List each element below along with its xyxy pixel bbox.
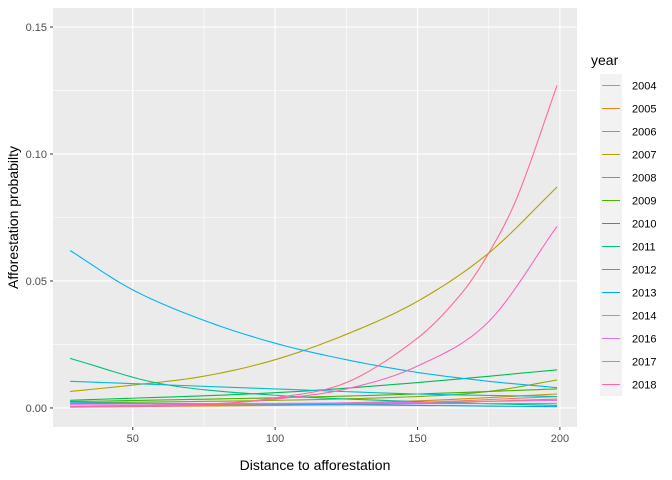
grid-minor	[53, 8, 577, 427]
y-axis: 0.00 0.05 0.10 0.15	[26, 22, 53, 415]
x-tick-label: 50	[127, 433, 139, 445]
legend-label: 2008	[632, 173, 656, 185]
legend-item-2018: 2018	[600, 373, 656, 396]
legend-item-2016: 2016	[600, 327, 656, 350]
series-line-2008	[70, 379, 558, 404]
series-line-2010	[70, 369, 558, 401]
legend-label: 2017	[632, 357, 656, 369]
legend-item-2008: 2008	[600, 166, 656, 189]
x-axis-title: Distance to afforestation	[240, 457, 391, 473]
legend-item-2017: 2017	[600, 350, 656, 373]
legend-label: 2007	[632, 150, 656, 162]
legend-label: 2004	[632, 81, 656, 93]
legend: year 2004 2005 2006 2007 2008 2009 2010 2011 201…	[591, 52, 656, 396]
legend-label: 2009	[632, 196, 656, 208]
y-axis-title: Afforestation probabilty	[5, 146, 21, 289]
y-tick-label: 0.05	[26, 276, 47, 288]
y-tick-label: 0.10	[26, 149, 47, 161]
legend-item-2011: 2011	[600, 235, 656, 258]
x-tick-label: 200	[551, 433, 569, 445]
legend-item-2005: 2005	[600, 97, 656, 120]
legend-label: 2011	[632, 242, 656, 254]
legend-item-2004: 2004	[600, 74, 656, 97]
series-line-2013	[69, 250, 558, 389]
legend-label: 2006	[632, 127, 656, 139]
legend-item-2012: 2012	[600, 258, 656, 281]
series-line-2018	[70, 85, 558, 408]
series-line-2016	[70, 399, 558, 405]
legend-label: 2010	[632, 219, 656, 231]
legend-label: 2012	[632, 265, 656, 277]
series-layer	[69, 85, 558, 408]
x-tick-label: 150	[408, 433, 426, 445]
legend-item-2013: 2013	[600, 281, 656, 304]
legend-label: 2014	[632, 311, 656, 323]
legend-item-2010: 2010	[600, 212, 656, 235]
legend-item-2006: 2006	[600, 120, 656, 143]
y-tick-label: 0.15	[26, 22, 47, 34]
series-line-2017	[70, 226, 558, 408]
legend-label: 2005	[632, 104, 656, 116]
grid-major	[53, 8, 577, 427]
x-tick-label: 100	[266, 433, 284, 445]
legend-title: year	[591, 52, 619, 68]
legend-label: 2013	[632, 288, 656, 300]
x-axis: 50 100 150 200	[127, 427, 569, 445]
series-line-2009	[70, 388, 558, 403]
legend-label: 2016	[632, 334, 656, 346]
legend-label: 2018	[632, 380, 656, 392]
y-tick-label: 0.00	[26, 403, 47, 415]
series-line-2012	[70, 380, 558, 398]
legend-item-2014: 2014	[600, 304, 656, 327]
legend-item-2007: 2007	[600, 143, 656, 166]
legend-item-2009: 2009	[600, 189, 656, 212]
